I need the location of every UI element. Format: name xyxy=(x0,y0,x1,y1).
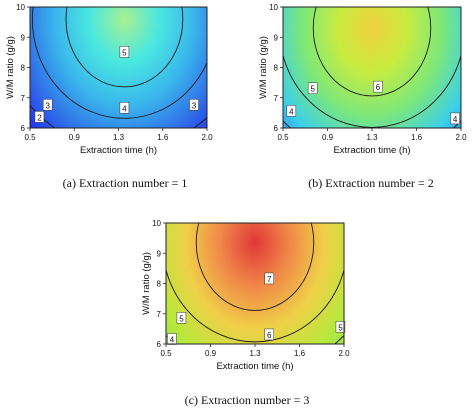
x-tick-label: 1.3 xyxy=(366,133,378,142)
contour-label: 4 xyxy=(167,333,177,345)
contour-label: 3 xyxy=(189,99,199,111)
contour-label: 4 xyxy=(450,112,460,125)
y-axis-label: W/M ratio (g/g) xyxy=(258,36,269,99)
y-tick-label: 9 xyxy=(157,249,162,258)
svg-text:5: 5 xyxy=(310,85,315,94)
svg-text:6: 6 xyxy=(267,331,272,340)
x-axis-label: Extraction time (h) xyxy=(80,145,157,156)
x-tick-label: 0.5 xyxy=(277,133,289,142)
x-tick-label: 0.9 xyxy=(69,133,81,142)
y-axis-label: W/M ratio (g/g) xyxy=(5,36,16,99)
svg-text:5: 5 xyxy=(338,323,343,332)
x-tick-label: 1.6 xyxy=(294,349,306,358)
y-tick-label: 8 xyxy=(21,64,26,73)
contour-line xyxy=(166,268,344,343)
contour-line xyxy=(195,223,315,311)
contour-surface xyxy=(166,223,344,344)
svg-text:4: 4 xyxy=(289,107,294,116)
x-tick-label: 1.3 xyxy=(113,133,125,142)
chart-panel-3: 4 5 6 7 5 0.5 0.9 1.3 1.6 2.0 6 7 8 9 10 Extraction tim… xyxy=(141,219,350,407)
x-tick-label: 0.9 xyxy=(205,349,217,358)
y-tick-label: 7 xyxy=(21,94,26,103)
svg-text:6: 6 xyxy=(376,83,381,92)
y-axis-label: W/M ratio (g/g) xyxy=(141,252,152,315)
x-tick-label: 2.0 xyxy=(455,133,467,142)
y-tick-label: 7 xyxy=(274,94,279,103)
contour-label: 7 xyxy=(264,272,274,285)
y-tick-label: 9 xyxy=(21,33,26,42)
panel-caption: (c) Extraction number = 3 xyxy=(185,393,310,407)
y-tick-label: 6 xyxy=(21,124,26,133)
x-tick-label: 0.5 xyxy=(24,133,36,142)
contour-line xyxy=(31,7,207,119)
x-tick-label: 0.9 xyxy=(322,133,334,142)
contour-label: 4 xyxy=(119,102,130,114)
contour-label: 4 xyxy=(286,105,297,117)
contour-label: 2 xyxy=(34,111,45,123)
contour-line xyxy=(312,7,432,97)
panel-caption: (a) Extraction number = 1 xyxy=(63,176,188,190)
svg-text:5: 5 xyxy=(122,48,127,57)
x-axis-label: Extraction time (h) xyxy=(333,145,410,156)
svg-text:3: 3 xyxy=(192,101,197,110)
contour-line xyxy=(65,7,184,88)
svg-text:4: 4 xyxy=(453,115,458,124)
y-tick-label: 6 xyxy=(157,340,162,349)
x-tick-label: 1.3 xyxy=(249,349,261,358)
svg-text:5: 5 xyxy=(179,314,184,323)
x-tick-label: 2.0 xyxy=(201,133,213,142)
svg-text:4: 4 xyxy=(122,104,127,113)
x-tick-label: 2.0 xyxy=(338,349,350,358)
contour-line xyxy=(283,53,461,128)
chart-panel-2: 4 5 6 4 0.5 0.9 1.3 1.6 2.0 6 7 8 9 10 Extraction time… xyxy=(258,3,467,190)
contour-label: 5 xyxy=(335,321,346,333)
x-axis-label: Extraction time (h) xyxy=(216,361,293,372)
contour-label: 5 xyxy=(176,312,187,324)
svg-text:2: 2 xyxy=(37,113,42,122)
y-tick-label: 8 xyxy=(157,280,162,289)
contour-label: 6 xyxy=(373,80,383,93)
y-tick-label: 8 xyxy=(274,64,279,73)
contour-label: 5 xyxy=(119,46,130,58)
y-tick-label: 10 xyxy=(269,3,278,12)
contour-surface xyxy=(30,7,207,128)
svg-text:7: 7 xyxy=(267,275,272,284)
contour-label: 3 xyxy=(42,99,53,111)
contour-label: 6 xyxy=(264,328,274,341)
contour-label: 5 xyxy=(307,82,318,94)
contour-surface xyxy=(283,7,461,128)
y-tick-label: 10 xyxy=(152,219,161,228)
y-tick-label: 6 xyxy=(274,124,279,133)
x-tick-label: 1.6 xyxy=(157,133,169,142)
x-tick-label: 1.6 xyxy=(411,133,423,142)
y-tick-label: 7 xyxy=(157,310,162,319)
x-tick-label: 0.5 xyxy=(160,349,172,358)
y-tick-label: 9 xyxy=(274,33,279,42)
y-tick-label: 10 xyxy=(16,3,25,12)
svg-text:3: 3 xyxy=(45,101,50,110)
panel-caption: (b) Extraction number = 2 xyxy=(308,176,433,190)
svg-text:4: 4 xyxy=(170,335,175,344)
